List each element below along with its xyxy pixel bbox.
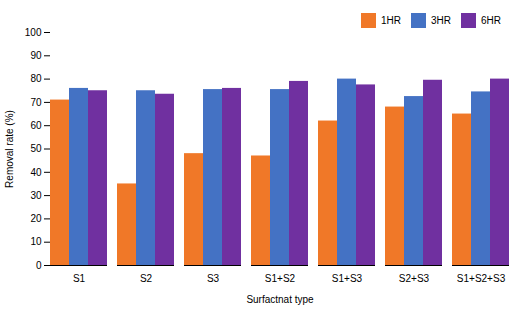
svg-text:S3: S3 [207, 273, 220, 284]
svg-text:S1+S2+S3: S1+S2+S3 [457, 273, 506, 284]
svg-text:100: 100 [25, 27, 42, 38]
svg-text:80: 80 [30, 73, 42, 84]
svg-text:90: 90 [30, 50, 42, 61]
svg-text:S2: S2 [140, 273, 153, 284]
svg-text:60: 60 [30, 120, 42, 131]
svg-text:50: 50 [30, 143, 42, 154]
svg-text:S1+S3: S1+S3 [332, 273, 363, 284]
svg-text:Removal rate (%): Removal rate (%) [4, 110, 15, 188]
svg-text:0: 0 [36, 260, 42, 271]
svg-text:20: 20 [30, 213, 42, 224]
svg-text:70: 70 [30, 97, 42, 108]
html-text:3HR: 3HR [431, 15, 451, 26]
svg-text:S1: S1 [73, 273, 86, 284]
html-text:1HR: 1HR [381, 15, 401, 26]
svg-text:Surfactnat type: Surfactnat type [246, 294, 314, 305]
svg-text:30: 30 [30, 190, 42, 201]
svg-text:10: 10 [30, 236, 42, 247]
html-text:6HR: 6HR [481, 15, 501, 26]
svg-text:S1+S2: S1+S2 [265, 273, 296, 284]
svg-text:S2+S3: S2+S3 [399, 273, 430, 284]
svg-text:40: 40 [30, 167, 42, 178]
